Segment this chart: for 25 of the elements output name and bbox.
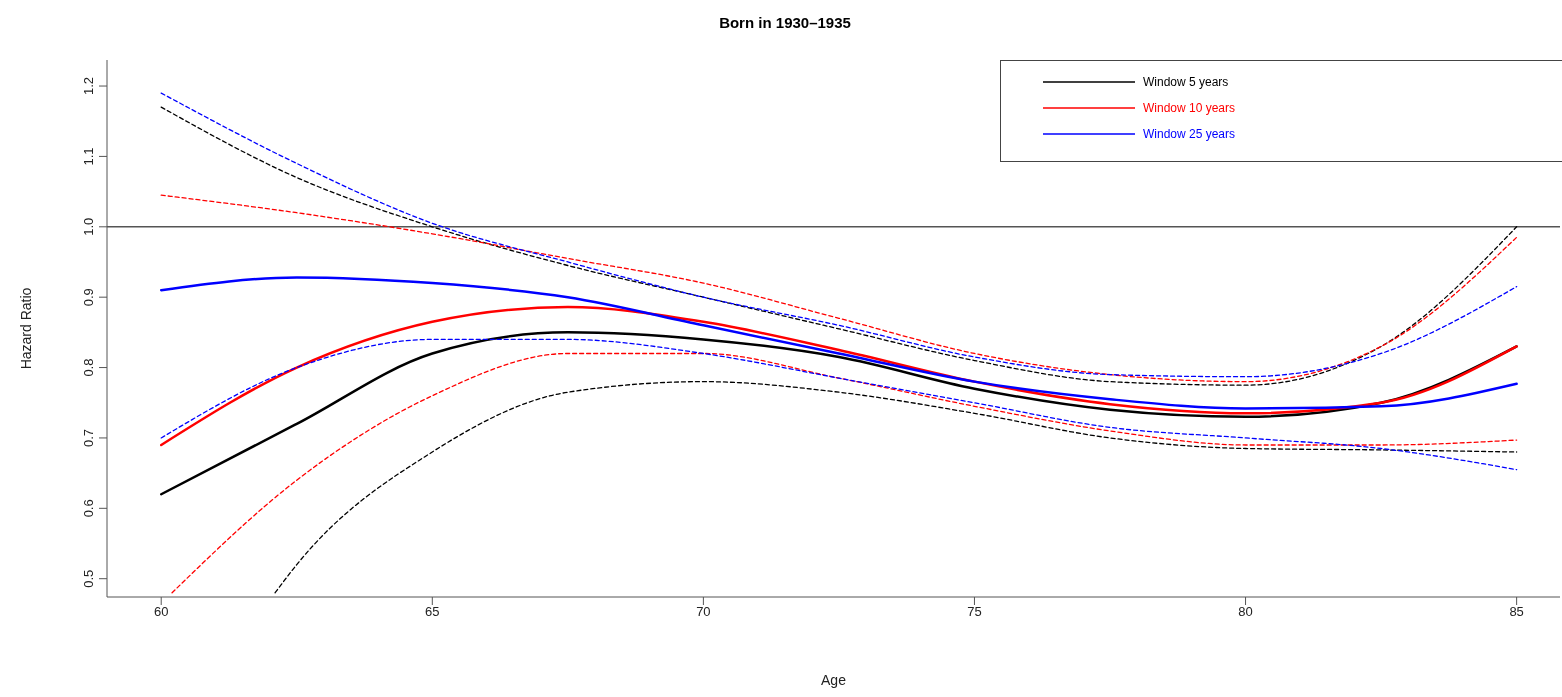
x-tick-label: 75 — [967, 604, 982, 620]
text: Window 10 years — [1143, 101, 1236, 115]
chart-title: Born in 1930–1935 — [718, 14, 852, 31]
y-tick-label: 1.1 — [81, 147, 96, 166]
x-tick-label: 70 — [696, 604, 711, 620]
text: Window 25 years — [1143, 127, 1236, 141]
y-tick-label: 1.0 — [81, 217, 96, 236]
line-series — [274, 380, 1518, 594]
x-tick-label: 60 — [153, 604, 169, 620]
y-tick-label: 0.5 — [81, 569, 96, 588]
x-tick-label: 65 — [425, 604, 440, 620]
x-tick-label: 80 — [1238, 604, 1253, 620]
y-tick-label: 0.8 — [81, 358, 96, 377]
line-series — [160, 194, 1518, 383]
x-axis-title: Age — [821, 672, 847, 688]
y-tick-label: 0.9 — [81, 288, 96, 307]
x-tick-label: 85 — [1509, 604, 1524, 620]
line-series — [171, 352, 1518, 594]
line-series — [159, 276, 1518, 410]
line-series — [160, 338, 1518, 471]
y-tick-label: 0.7 — [81, 428, 96, 447]
y-axis-title: Hazard Ratio — [17, 287, 34, 370]
y-tick-label: 1.2 — [81, 77, 96, 96]
text: Window 5 years — [1143, 75, 1229, 89]
y-tick-label: 0.6 — [81, 499, 96, 518]
